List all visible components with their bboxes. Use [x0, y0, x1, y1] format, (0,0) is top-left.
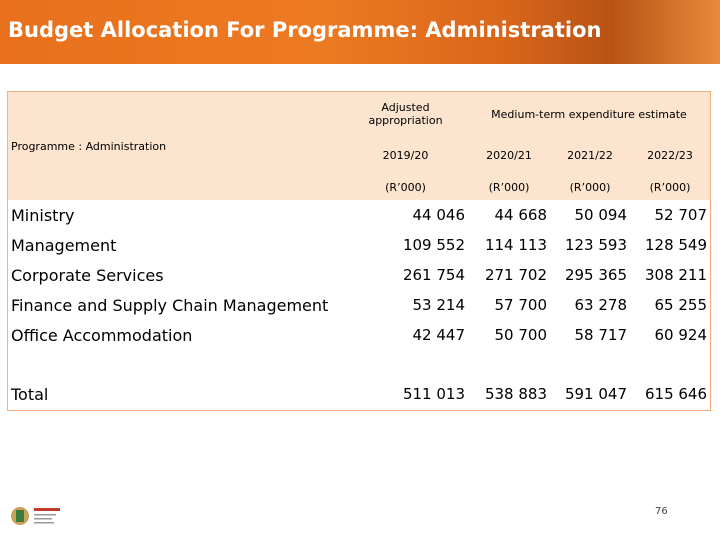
- amount-cell: 58 717: [574, 326, 628, 344]
- row-label: Ministry: [11, 205, 75, 225]
- table-row: Total 511 013 538 883 591 047 615 646: [8, 378, 710, 410]
- amount-cell: 271 702: [484, 266, 547, 284]
- row-label: Office Accommodation: [11, 325, 193, 345]
- amount-cell: 44 668: [494, 206, 548, 224]
- row-label: Total: [11, 384, 49, 404]
- unit-header: (R’000): [343, 175, 468, 200]
- amount-cell: 615 646: [644, 385, 708, 403]
- amount-cell: 123 593: [564, 236, 627, 254]
- amount-cell: 538 883: [484, 385, 547, 403]
- logo: [11, 507, 60, 525]
- table-row: Management 109 552 114 113 123 593 128 549: [8, 230, 710, 260]
- amount-cell: 42 447: [412, 326, 466, 344]
- spacer-cell: [8, 350, 710, 378]
- row-label: Corporate Services: [11, 265, 164, 285]
- slide-title: Budget Allocation For Programme: Adminis…: [8, 18, 602, 42]
- table-row: Finance and Supply Chain Management 53 21…: [8, 290, 710, 320]
- year-header: 2020/21: [468, 136, 550, 175]
- adjusted-header: Adjusted appropriation: [343, 92, 468, 136]
- amount-cell: 261 754: [402, 266, 465, 284]
- page-number: 76: [655, 506, 668, 517]
- amount-cell: 63 278: [574, 296, 628, 314]
- amount-cell: 511 013: [402, 385, 465, 403]
- unit-header: (R’000): [550, 175, 630, 200]
- amount-cell: 60 924: [654, 326, 708, 344]
- mtef-header: Medium-term expenditure estimate: [468, 92, 711, 136]
- unit-header: (R’000): [630, 175, 711, 200]
- programme-label: Programme : Administration: [8, 92, 343, 200]
- amount-cell: 50 700: [494, 326, 548, 344]
- amount-cell: 128 549: [644, 236, 708, 254]
- year-header: 2022/23: [630, 136, 711, 175]
- amount-cell: 52 707: [654, 206, 708, 224]
- year-header: 2021/22: [550, 136, 630, 175]
- amount-cell: 50 094: [574, 206, 628, 224]
- amount-cell: 53 214: [412, 296, 466, 314]
- amount-cell: 114 113: [484, 236, 547, 254]
- amount-cell: 44 046: [412, 206, 466, 224]
- amount-cell: 57 700: [494, 296, 548, 314]
- year-header: 2019/20: [343, 136, 468, 175]
- amount-cell: 308 211: [644, 266, 708, 284]
- unit-header: (R’000): [468, 175, 550, 200]
- budget-table: Programme : Administration Adjusted appr…: [6, 91, 712, 411]
- row-label: Management: [11, 235, 117, 255]
- table-row: Ministry 44 046 44 668 50 094 52 707: [8, 200, 710, 230]
- table-row: Corporate Services 261 754 271 702 295 365 3…: [8, 260, 710, 290]
- amount-cell: 109 552: [402, 236, 465, 254]
- spacer-row: [8, 350, 710, 378]
- row-label: Finance and Supply Chain Management: [11, 295, 329, 315]
- table-row: Office Accommodation 42 447 50 700 58 717 60…: [8, 320, 710, 350]
- amount-cell: 295 365: [564, 266, 627, 284]
- amount-cell: 591 047: [564, 385, 627, 403]
- header-bar: Budget Allocation For Programme: Adminis…: [0, 0, 720, 64]
- amount-cell: 65 255: [654, 296, 708, 314]
